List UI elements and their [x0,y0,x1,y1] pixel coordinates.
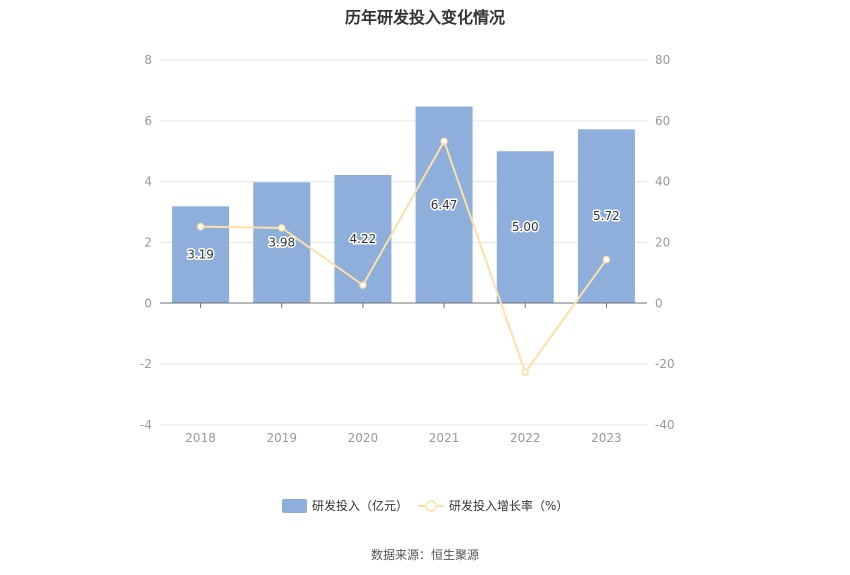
legend-line-label: 研发投入增长率（%） [449,498,568,513]
left-axis-tick-label: 8 [144,53,152,67]
data-source-note: 数据来源：恒生聚源 [370,548,479,562]
growth-rate-point [196,222,205,231]
bar-value-label: 6.47 [431,198,458,212]
right-axis-tick-label: 60 [655,114,670,128]
legend-line-marker [425,500,437,512]
left-axis-tick-label: 2 [144,236,152,250]
x-axis-tick-label: 2019 [266,431,297,445]
x-axis-tick-label: 2018 [185,431,216,445]
right-axis-tick-label: -20 [655,357,675,371]
bar [577,129,635,303]
right-axis-tick-label: 20 [655,236,670,250]
legend: 研发投入（亿元） 研发投入增长率（%） [282,498,568,513]
x-axis: 2018 2019 2020 2021 2022 2023 [160,302,647,445]
right-axis-tick-label: -40 [655,418,675,432]
bar-value-label: 3.19 [187,248,214,262]
x-axis-tick-label: 2021 [429,431,460,445]
growth-rate-line [200,138,608,375]
grid-lines [160,59,647,426]
x-axis-tick-label: 2023 [591,431,622,445]
right-axis-tick-label: 0 [655,296,663,310]
growth-rate-point [278,224,286,232]
left-axis-tick-label: 6 [144,114,152,128]
legend-bar-label: 研发投入（亿元） [312,498,408,513]
bar-series [172,106,635,303]
growth-rate-point [521,368,529,377]
chart-title: 历年研发投入变化情况 [344,8,505,27]
bar-value-label: 5.72 [593,209,620,223]
bar-value-label: 4.22 [350,232,377,246]
bar [172,206,230,303]
x-axis-tick-label: 2020 [348,431,379,445]
bar-data-labels: 3.19 3.98 4.22 6.47 5.00 5.72 [186,196,622,263]
right-y-axis: -40 -20 0 20 40 60 80 [655,53,675,432]
bar [496,151,554,303]
left-axis-tick-label: -2 [140,357,152,371]
legend-bar-swatch [282,499,307,513]
bar [253,182,311,303]
left-y-axis: -4 -2 0 2 4 6 8 [140,53,152,432]
left-axis-tick-label: 0 [144,296,152,310]
growth-rate-point [602,255,611,264]
bar-value-label: 3.98 [268,236,295,250]
right-axis-tick-label: 40 [655,175,670,189]
right-axis-tick-label: 80 [655,53,670,67]
growth-rate-point [440,137,448,145]
x-axis-tick-label: 2022 [510,431,541,445]
bar-value-label: 5.00 [512,220,539,234]
left-axis-tick-label: -4 [140,418,152,432]
line-series [196,137,611,377]
growth-rate-point [359,281,367,289]
left-axis-tick-label: 4 [144,175,152,189]
